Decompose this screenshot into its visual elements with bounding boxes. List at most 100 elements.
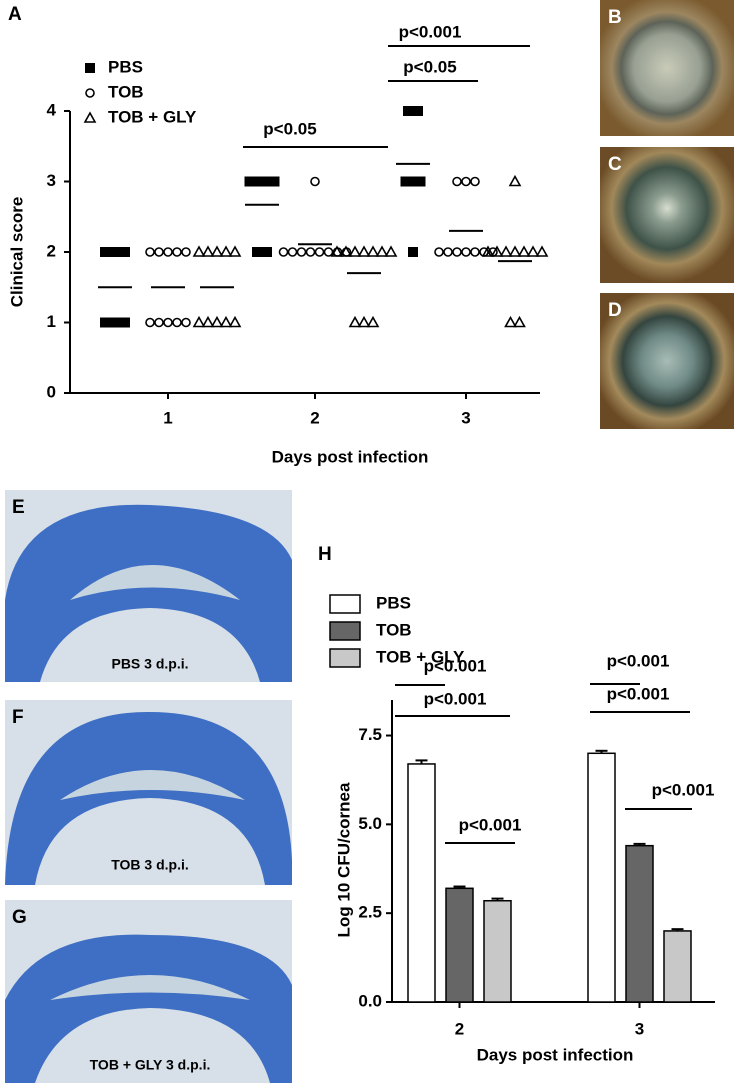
panel-label: E [12,497,25,518]
histology-g: TOB + GLY 3 d.p.i. G [5,900,292,1083]
panel-label: H [318,544,332,565]
point [145,317,155,328]
point [181,247,191,257]
y-axis-label: Clinical score [7,197,26,308]
point [508,174,522,187]
panel-label: B [608,7,622,28]
point [305,247,316,257]
x-tick-label: 2 [310,408,319,427]
legend-label: TOB [108,82,144,101]
point [470,176,480,187]
point [163,317,173,328]
point [452,176,462,187]
point [357,245,371,257]
point [413,106,423,116]
annotation: p<0.001 [459,815,522,834]
legend-swatch [329,594,361,614]
panel-label: F [12,707,24,728]
y-tick-label: 0.0 [358,991,382,1010]
point [120,247,130,257]
point [296,247,307,257]
bar [445,887,474,1003]
legend-swatch [329,648,361,668]
legend-marker [85,88,95,98]
annotation: p<0.05 [263,119,316,138]
legend-label: TOB [376,620,412,639]
y-tick-label: 7.5 [358,725,382,744]
point [314,247,325,257]
point [120,317,130,328]
panel-label: D [608,300,622,321]
point [262,247,272,257]
point [508,245,522,257]
y-tick-label: 2 [47,241,56,260]
point [201,245,215,257]
point [415,176,426,187]
x-tick-label: 2 [455,1019,464,1038]
point [366,315,380,328]
legend-label: TOB + GLY [376,647,465,666]
photo-b: B [600,0,734,136]
point [452,247,462,257]
caption: TOB + GLY 3 d.p.i. [90,1057,211,1073]
panel-label: C [608,154,622,175]
point [339,245,353,257]
annotation: p<0.05 [403,57,456,76]
point [357,315,371,328]
bar [483,899,512,1003]
annotation: p<0.001 [424,689,487,708]
point [535,245,549,257]
x-tick-label: 1 [163,408,172,427]
bar [663,930,692,1003]
point [348,245,362,257]
point [499,245,513,257]
point [384,245,398,257]
bar [625,844,654,1003]
y-tick-label: 4 [47,100,57,119]
point [348,315,362,328]
annotation: p<0.001 [424,656,487,675]
point [192,315,206,328]
annotation: p<0.001 [607,651,670,670]
bar [587,752,616,1003]
point [219,245,233,257]
point [154,317,164,328]
point [210,245,224,257]
point [210,315,224,328]
point [461,176,471,187]
histology-e: PBS 3 d.p.i. E [5,490,292,682]
y-tick-label: 5.0 [358,814,382,833]
legend-swatch [329,621,361,641]
legend-label: TOB + GLY [108,107,197,126]
y-axis-label: Log 10 CFU/cornea [334,782,353,937]
x-axis-label: Days post infection [272,447,429,466]
point [181,317,191,328]
y-tick-label: 2.5 [358,903,382,922]
point [163,247,173,257]
point [145,247,155,257]
y-tick-label: 3 [47,171,56,190]
y-tick-label: 0 [47,382,56,401]
x-axis-label: Days post infection [477,1045,634,1064]
point [504,315,517,328]
point [481,245,495,257]
photo-c: C [600,147,734,283]
point [366,245,380,257]
annotation: p<0.001 [652,780,715,799]
photo-d: D [600,293,734,429]
panel-label: A [8,4,22,25]
y-tick-label: 1 [47,312,56,331]
point [517,245,531,257]
point [526,245,540,257]
point [461,247,471,257]
point [201,315,215,328]
point [269,176,280,187]
panel-label: G [12,907,27,928]
point [408,247,418,257]
point [219,315,233,328]
point [278,247,289,257]
point [310,176,320,187]
caption: PBS 3 d.p.i. [111,656,188,672]
point [323,247,334,257]
point [192,245,206,257]
